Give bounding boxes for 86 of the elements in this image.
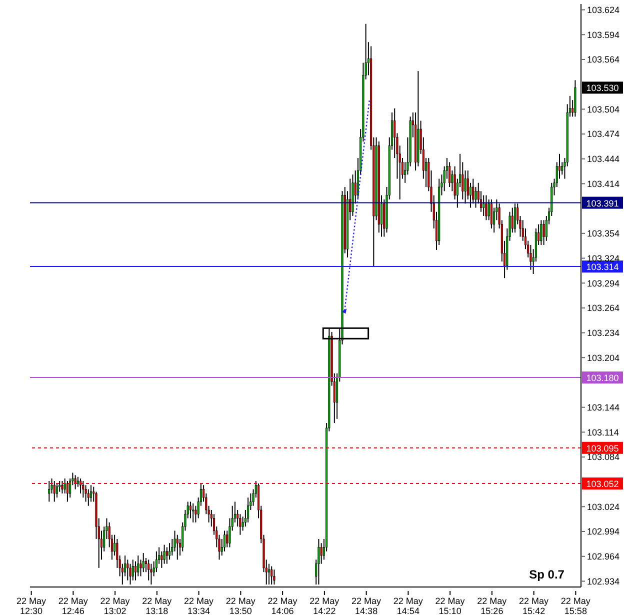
candlestick [168, 542, 171, 560]
y-tick-label: 103.504 [587, 104, 620, 114]
candlestick [53, 480, 56, 502]
candlestick [482, 194, 485, 216]
x-tick-label: 22 May 13:50 [226, 596, 256, 615]
candlestick [56, 482, 58, 498]
candlestick [485, 194, 488, 221]
candlestick [61, 480, 64, 494]
candlestick [148, 559, 150, 581]
y-tick-label: 102.964 [587, 552, 620, 562]
y-tick-label: 103.084 [587, 452, 620, 462]
x-tick-label: 22 May 14:06 [268, 596, 298, 615]
candlestick [448, 162, 451, 188]
y-tick-label: 103.564 [587, 54, 620, 65]
candlestick [320, 542, 322, 564]
candlestick [490, 198, 492, 229]
candlestick [140, 559, 142, 577]
candlestick [132, 559, 134, 581]
candlestick [48, 480, 50, 502]
x-tick-label: 22 May 15:42 [519, 596, 550, 615]
y-tick-label: 103.234 [587, 328, 620, 338]
ref-line-label: 103.314 [586, 262, 619, 272]
candlestick [126, 559, 129, 581]
candlestick [163, 544, 166, 564]
y-tick-label: 103.414 [587, 178, 620, 189]
x-tick-label: 22 May 14:38 [352, 596, 382, 615]
ref-line-label: 103.180 [586, 372, 619, 383]
x-tick-label: 22 May 13:34 [184, 596, 214, 615]
candlestick [166, 546, 168, 564]
y-tick-label: 103.444 [587, 154, 620, 164]
x-tick-label: 22 May 12:46 [58, 596, 88, 615]
candlestick [142, 552, 144, 573]
candlestick [150, 563, 152, 586]
y-tick-label: 103.264 [587, 303, 620, 314]
y-tick-label: 102.934 [587, 576, 620, 586]
y-tick-label: 103.024 [587, 502, 620, 512]
candlestick [530, 244, 532, 270]
x-tick-label: 22 May 15:58 [560, 596, 591, 615]
candlestick [194, 505, 197, 523]
candlestick [472, 178, 474, 204]
candlestick [273, 569, 276, 586]
y-tick-label: 103.114 [587, 427, 619, 438]
ref-line-label: 103.391 [586, 198, 619, 208]
candlestick [270, 566, 273, 586]
y-tick-label: 103.474 [587, 129, 620, 140]
x-tick-label: 22 May 12:30 [16, 596, 47, 615]
x-tick-label: 22 May 13:02 [100, 596, 130, 615]
candlestick [189, 501, 192, 519]
candlestick [155, 550, 158, 573]
x-tick-label: 22 May 13:18 [142, 596, 172, 615]
candlestick [84, 484, 87, 502]
candlestick [192, 502, 194, 523]
y-tick-label: 103.294 [587, 278, 620, 288]
candlestick [137, 555, 140, 577]
candlestick [542, 220, 545, 246]
candlestick [66, 480, 68, 502]
y-tick-label: 103.354 [587, 228, 620, 239]
x-tick-label: 22 May 14:22 [310, 596, 340, 615]
ref-line-label: 103.052 [586, 478, 619, 489]
candlestick [80, 478, 82, 494]
y-tick-label: 102.994 [587, 526, 620, 537]
x-tick-label: 22 May 14:54 [393, 596, 424, 615]
candlestick [74, 474, 76, 490]
annotation: Sp 0.7 [529, 567, 565, 582]
candlestick [540, 220, 542, 246]
candlestick [129, 563, 132, 586]
x-tick-label: 22 May 15:26 [477, 596, 508, 615]
candlestick [176, 534, 178, 560]
y-tick-label: 103.144 [587, 402, 620, 412]
candlestick [247, 497, 250, 523]
candlestick [223, 530, 226, 552]
ref-line-label: 103.095 [586, 443, 619, 454]
candlestick [87, 488, 90, 506]
y-tick-label: 103.594 [587, 30, 620, 40]
candlestick [239, 514, 242, 536]
candlestick [82, 480, 84, 498]
candlestick [268, 563, 270, 586]
y-tick-label: 103.204 [587, 352, 620, 363]
candlestick [160, 550, 163, 568]
candlestick [318, 538, 320, 586]
x-tick-label: 22 May 15:10 [435, 596, 466, 615]
candlestick [90, 484, 92, 502]
y-tick-label: 103.624 [587, 4, 620, 15]
text: 103.530 [586, 83, 619, 94]
candlestick [464, 170, 466, 204]
candlestick [514, 203, 516, 234]
